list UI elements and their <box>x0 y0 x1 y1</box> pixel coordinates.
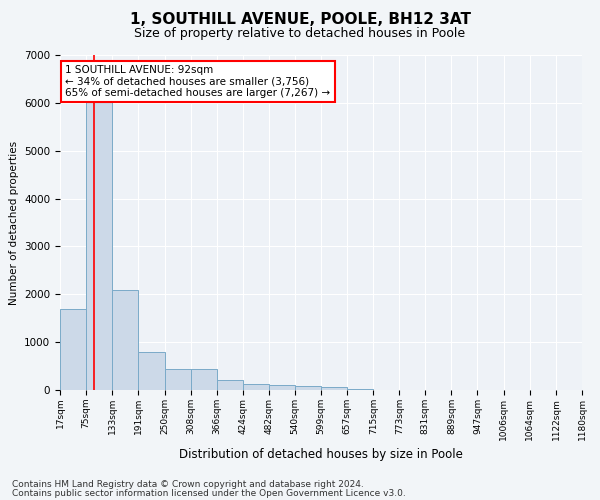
Text: Contains public sector information licensed under the Open Government Licence v3: Contains public sector information licen… <box>12 488 406 498</box>
Bar <box>86 98 112 390</box>
Bar <box>60 308 86 390</box>
X-axis label: Distribution of detached houses by size in Poole: Distribution of detached houses by size … <box>179 448 463 461</box>
Y-axis label: Number of detached properties: Number of detached properties <box>8 140 19 304</box>
Bar <box>191 370 217 390</box>
Bar <box>242 384 269 390</box>
Text: 1 SOUTHILL AVENUE: 92sqm
← 34% of detached houses are smaller (3,756)
65% of sem: 1 SOUTHILL AVENUE: 92sqm ← 34% of detach… <box>65 65 331 98</box>
Bar <box>217 380 242 390</box>
Text: Contains HM Land Registry data © Crown copyright and database right 2024.: Contains HM Land Registry data © Crown c… <box>12 480 364 489</box>
Bar <box>164 370 191 390</box>
Text: Size of property relative to detached houses in Poole: Size of property relative to detached ho… <box>134 28 466 40</box>
Bar <box>347 389 373 390</box>
Bar <box>138 352 164 390</box>
Bar <box>112 290 138 390</box>
Bar <box>295 386 321 390</box>
Bar <box>269 385 295 390</box>
Text: 1, SOUTHILL AVENUE, POOLE, BH12 3AT: 1, SOUTHILL AVENUE, POOLE, BH12 3AT <box>130 12 470 28</box>
Bar <box>321 387 347 390</box>
